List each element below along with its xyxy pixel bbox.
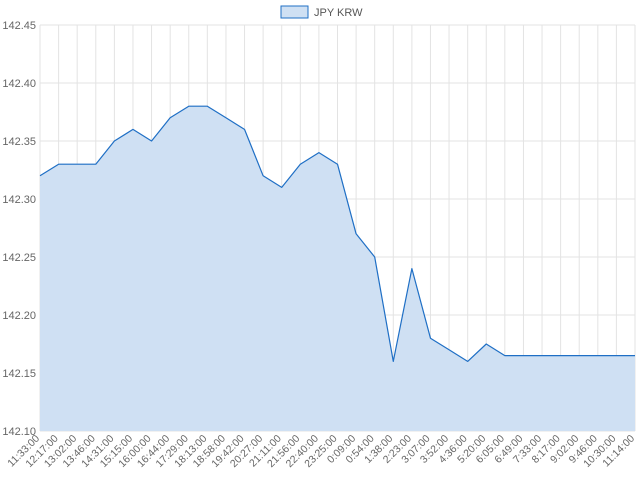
y-tick-label: 142.20	[2, 310, 36, 322]
y-tick-label: 142.30	[2, 194, 36, 206]
y-tick-label: 142.15	[2, 368, 36, 380]
y-tick-label: 142.40	[2, 78, 36, 90]
y-tick-label: 142.35	[2, 136, 36, 148]
legend-label: JPY KRW	[314, 7, 363, 19]
y-tick-label: 142.25	[2, 252, 36, 264]
legend-swatch	[281, 6, 308, 18]
legend[interactable]: JPY KRW	[281, 6, 363, 19]
y-tick-label: 142.45	[2, 20, 36, 32]
